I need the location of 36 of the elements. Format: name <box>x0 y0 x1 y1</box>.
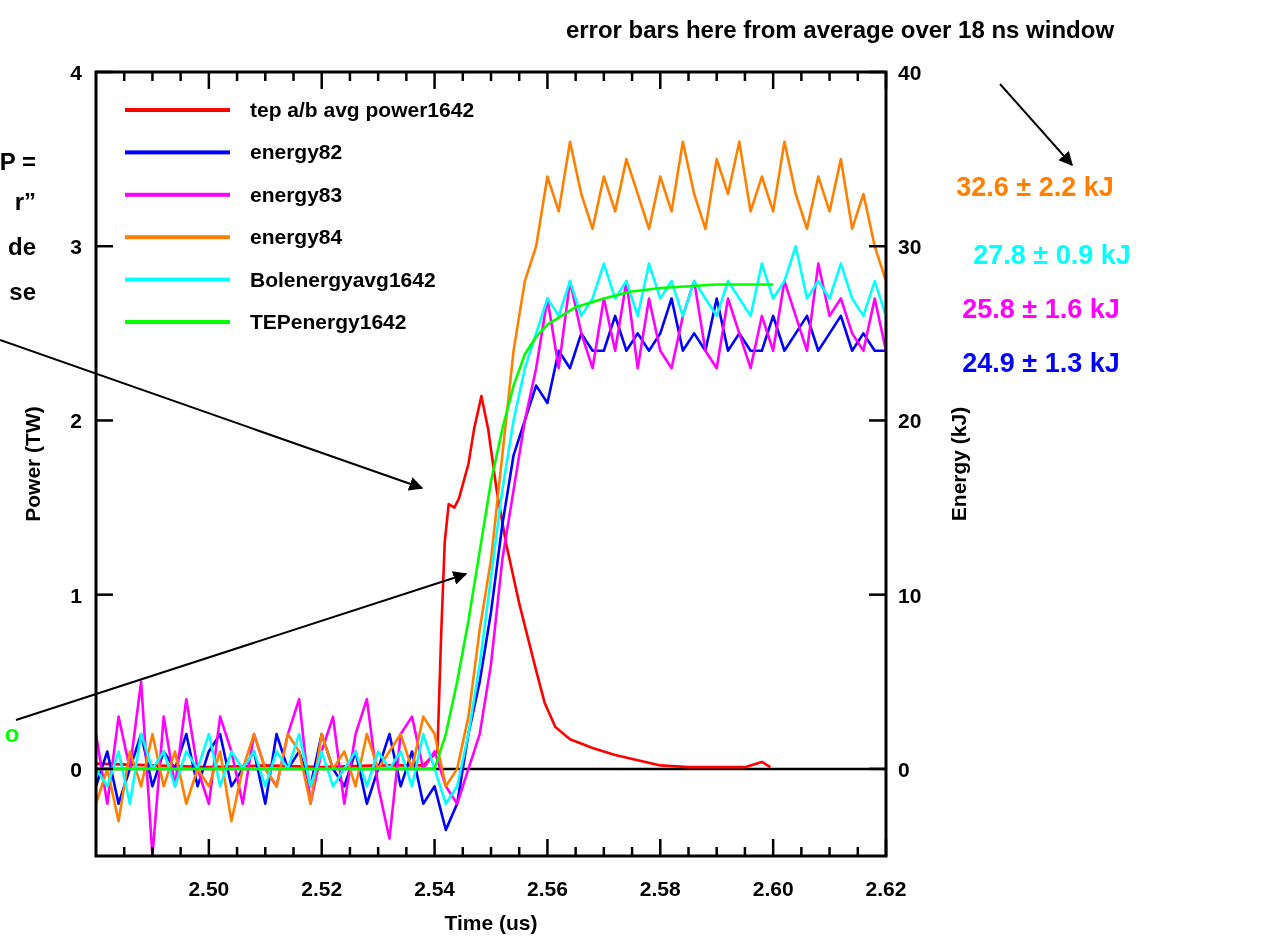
y-tick-label: 1 <box>70 583 83 607</box>
y2-tick-label: 30 <box>898 235 922 259</box>
x-tick-label: 2.60 <box>752 877 794 900</box>
y-tick-label: 4 <box>70 61 83 84</box>
text: P = <box>0 148 36 175</box>
legend-label: energy83 <box>250 182 343 206</box>
x-tick-label: 2.58 <box>639 877 682 900</box>
y2-axis-title: Energy (kJ) <box>947 406 970 522</box>
y-tick-label: 3 <box>70 235 82 259</box>
text: de <box>7 233 36 260</box>
text: r” <box>14 188 36 215</box>
text: se <box>9 278 36 305</box>
text: error bars here from average over 18 ns window <box>565 16 1115 43</box>
x-tick-label: 2.52 <box>301 877 343 900</box>
y2-tick-label: 40 <box>898 61 922 84</box>
y2-tick-label: 10 <box>898 583 922 607</box>
text: o <box>4 720 20 747</box>
y2-tick-label: 20 <box>898 409 922 433</box>
text: 24.9 ± 1.3 kJ <box>962 348 1120 378</box>
x-tick-label: 2.56 <box>526 877 568 900</box>
legend-label: Bolenergyavg1642 <box>250 267 436 291</box>
text: 32.6 ± 2.2 kJ <box>956 172 1114 202</box>
x-tick-label: 2.62 <box>865 877 907 900</box>
legend-label: energy84 <box>250 225 343 249</box>
x-tick-label: 2.54 <box>414 877 456 900</box>
y-tick-label: 2 <box>70 409 82 433</box>
y-tick-label: 0 <box>70 757 82 781</box>
x-axis-title: Time (us) <box>444 911 538 934</box>
y2-tick-label: 0 <box>898 757 910 781</box>
legend-label: energy82 <box>250 140 343 164</box>
text: 27.8 ± 0.9 kJ <box>973 240 1131 270</box>
text: 25.8 ± 1.6 kJ <box>962 294 1120 324</box>
legend-label: tep a/b avg power1642 <box>250 98 475 121</box>
y-axis-title: Power (TW) <box>21 406 44 522</box>
legend-label: TEPenergy1642 <box>250 310 407 333</box>
x-tick-label: 2.50 <box>188 877 230 900</box>
